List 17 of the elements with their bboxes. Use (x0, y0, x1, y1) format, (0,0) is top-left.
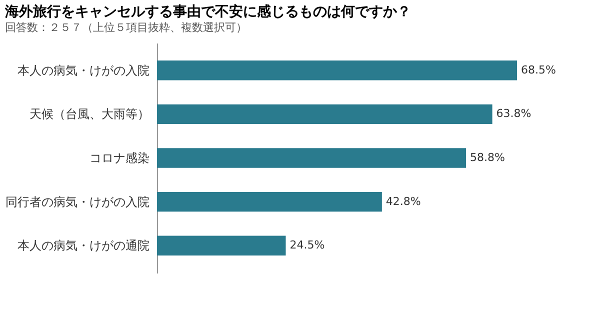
y-tick-label: 本人の病気・けがの入院 (18, 63, 150, 78)
data-label: 63.8% (496, 107, 532, 120)
data-label: 24.5% (290, 238, 325, 252)
bar (157, 104, 492, 124)
y-tick-label: 天候（台風、大雨等） (30, 107, 150, 122)
y-tick-label: 同行者の病気・けがの入院 (6, 194, 150, 209)
data-label: 68.5% (521, 63, 556, 76)
bar (157, 236, 286, 256)
y-tick-label: コロナ感染 (90, 151, 150, 165)
chart-subtitle: 回答数：２５７（上位５項目抜粋、複数選択可） (5, 21, 247, 34)
chart-title: 海外旅行をキャンセルする事由で不安に感じるものは何ですか？ (4, 3, 411, 20)
y-tick-label: 本人の病気・けがの通院 (18, 238, 150, 253)
bar (157, 148, 466, 168)
bar (157, 192, 382, 212)
data-label: 42.8% (386, 194, 421, 208)
bar (157, 60, 517, 80)
data-label: 58.8% (470, 151, 505, 164)
